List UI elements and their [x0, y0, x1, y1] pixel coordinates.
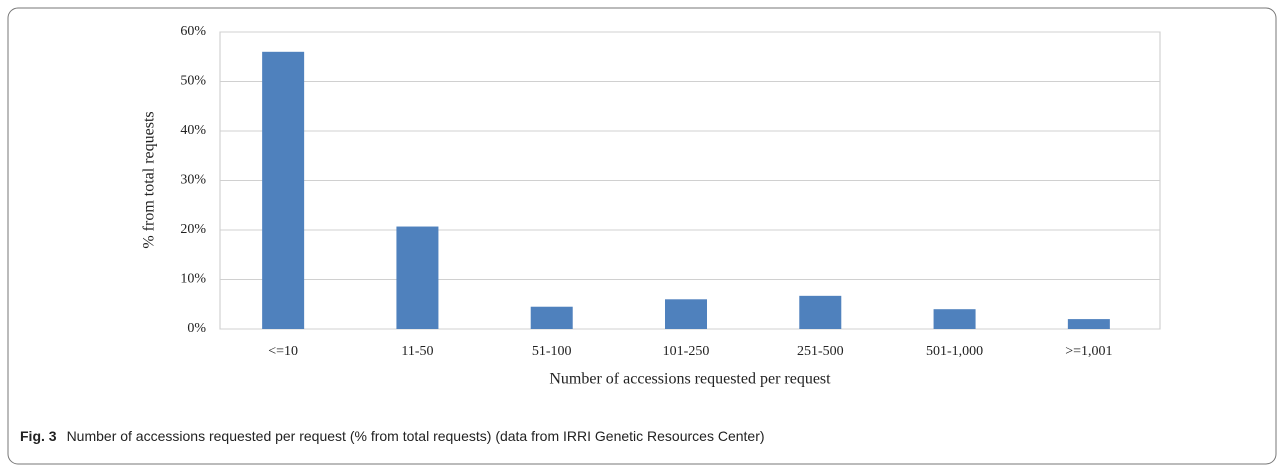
x-tick-label: 101-250 [663, 344, 710, 359]
x-tick-label: 51-100 [532, 344, 572, 359]
y-tick-label: 30% [180, 173, 206, 188]
y-tick-label: 20% [180, 222, 206, 237]
bar [1067, 319, 1110, 329]
y-tick-label: 10% [180, 272, 206, 287]
bar [933, 309, 976, 329]
bar [396, 226, 439, 329]
y-tick-label: 50% [180, 74, 206, 89]
frame [7, 7, 1277, 465]
y-axis-label: % from total requests [141, 111, 158, 248]
caption-text: Number of accessions requested per reque… [67, 428, 765, 444]
x-tick-label: 251-500 [797, 344, 844, 359]
bar [799, 295, 842, 329]
x-tick-label: 11-50 [401, 344, 433, 359]
x-tick-label: <=10 [268, 344, 298, 359]
caption: Fig. 3 Number of accessions requested per… [20, 428, 765, 444]
bar [262, 51, 305, 330]
x-axis-label: Number of accessions requested per reque… [549, 371, 831, 388]
bar [530, 306, 573, 329]
y-tick-label: 40% [180, 123, 206, 138]
x-tick-label: 501-1,000 [926, 344, 983, 359]
bar [665, 299, 707, 329]
caption-label: Fig. 3 [20, 428, 57, 444]
y-tick-label: 0% [187, 321, 206, 336]
y-tick-label: 60% [180, 24, 206, 39]
x-tick-label: >=1,001 [1065, 344, 1112, 359]
